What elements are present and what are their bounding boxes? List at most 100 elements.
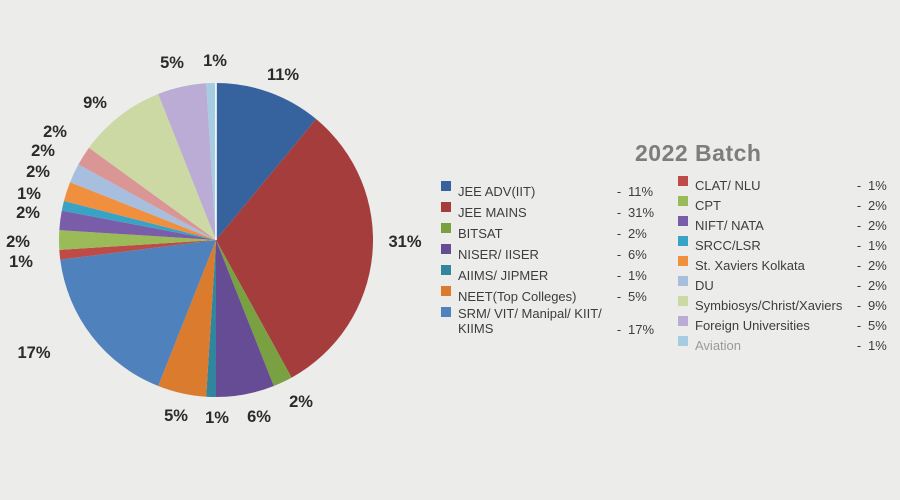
- pie-label-cpt: 2%: [6, 233, 30, 251]
- legend-label: NIFT/ NATA: [695, 217, 764, 233]
- pie-slice-srcc-lsr: [61, 200, 216, 240]
- legend-column-left: JEE ADV(IIT) -11% JEE MAINS -31% BITSAT -2% NI…: [441, 180, 671, 339]
- legend-separator: -: [616, 247, 622, 262]
- pie-slice-niser-iiser: [216, 240, 274, 397]
- pie-slice-st-xaviers-kolkata: [63, 182, 217, 240]
- legend-separator: -: [856, 258, 862, 273]
- legend-swatch-neet-top-colleges: [441, 286, 451, 296]
- pie-label-unlabeled: 2%: [43, 123, 67, 141]
- pie-slice-foreign-universities: [158, 83, 216, 240]
- pie-label-symbiosys-christ-xaviers: 9%: [83, 94, 107, 112]
- legend-value: 1%: [628, 268, 647, 283]
- legend-label: NEET(Top Colleges): [458, 288, 577, 304]
- pie-label-foreign-universities: 5%: [160, 54, 184, 72]
- legend-separator: -: [856, 218, 862, 233]
- pie-label-st-xaviers-kolkata: 2%: [26, 163, 50, 181]
- legend-separator: -: [856, 178, 862, 193]
- legend-separator: -: [856, 318, 862, 333]
- legend-label: AIIMS/ JIPMER: [458, 267, 549, 283]
- legend-value: 6%: [628, 247, 647, 262]
- legend-swatch-foreign-universities: [678, 316, 688, 326]
- legend-value: 2%: [628, 226, 647, 241]
- legend-separator: -: [616, 184, 622, 199]
- legend-item-nift-nata: NIFT/ NATA -2%: [678, 215, 900, 235]
- legend-swatch-aiims-jipmer: [441, 265, 451, 275]
- legend-value: 9%: [868, 298, 887, 313]
- legend-item-du: DU -2%: [678, 275, 900, 295]
- legend-value: 1%: [868, 178, 887, 193]
- legend-swatch-cpt: [678, 196, 688, 206]
- legend-item-srcc-lsr: SRCC/LSR -1%: [678, 235, 900, 255]
- legend-value: 2%: [868, 198, 887, 213]
- legend-label: Symbiosys/Christ/Xaviers: [695, 297, 843, 313]
- pie-label-jee-adv-iit: 11%: [267, 66, 299, 84]
- legend-label: CLAT/ NLU: [695, 177, 761, 193]
- legend-separator: -: [856, 238, 862, 253]
- legend-item-bitsat: BITSAT -2%: [441, 222, 671, 243]
- legend-item-jee-mains: JEE MAINS -31%: [441, 201, 671, 222]
- pie-label-aiims-jipmer: 1%: [205, 409, 229, 427]
- pie-slice-symbiosys-christ-xaviers: [88, 94, 216, 240]
- legend-value: 2%: [868, 258, 887, 273]
- legend-value: 2%: [868, 218, 887, 233]
- pie-slice-clat-nlu: [59, 240, 217, 260]
- legend-label: NISER/ IISER: [458, 246, 539, 262]
- legend-swatch-aviation: [678, 336, 688, 346]
- legend-value: 1%: [868, 338, 887, 353]
- legend-item-jee-adv-iit: JEE ADV(IIT) -11%: [441, 180, 671, 201]
- pie-label-bitsat: 2%: [289, 393, 313, 411]
- legend-item-aiims-jipmer: AIIMS/ JIPMER -1%: [441, 264, 671, 285]
- legend-separator: -: [856, 298, 862, 313]
- legend-value: 5%: [868, 318, 887, 333]
- legend-label: JEE MAINS: [458, 204, 527, 220]
- pie-slice-aiims-jipmer: [206, 240, 216, 397]
- legend-label: SRM/ VIT/ Manipal/ KIIT/ KIIMS: [458, 306, 602, 337]
- pie-label-jee-mains: 31%: [388, 233, 421, 251]
- pie-label-srcc-lsr: 1%: [17, 185, 41, 203]
- legend-separator: -: [856, 198, 862, 213]
- legend-label: CPT: [695, 197, 721, 213]
- legend-item-srm-vit-manipal-kiit-kiims: SRM/ VIT/ Manipal/ KIIT/ KIIMS -17%: [441, 306, 671, 339]
- legend-swatch-jee-mains: [441, 202, 451, 212]
- legend-swatch-clat-nlu: [678, 176, 688, 186]
- pie-label-aviation: 1%: [203, 52, 227, 70]
- pie-slice-du: [70, 164, 216, 240]
- legend-label: JEE ADV(IIT): [458, 183, 536, 199]
- legend-label: BITSAT: [458, 225, 503, 241]
- legend-swatch-jee-adv-iit: [441, 181, 451, 191]
- pie-slice-jee-mains: [216, 119, 374, 378]
- legend-value: 31%: [628, 205, 655, 220]
- legend-item-symbiosys-christ-xaviers: Symbiosys/Christ/Xaviers -9%: [678, 295, 900, 315]
- legend-label: St. Xaviers Kolkata: [695, 257, 805, 273]
- pie-label-neet-top-colleges: 5%: [164, 407, 188, 425]
- chart-title: 2022 Batch: [635, 140, 762, 166]
- legend-swatch-srm-vit-manipal-kiit-kiims: [441, 307, 451, 317]
- pie-label-srm-vit-manipal-kiit-kiims: 17%: [17, 344, 50, 362]
- legend-separator: -: [856, 278, 862, 293]
- legend-separator: -: [616, 289, 622, 304]
- pie-slice-neet-top-colleges: [158, 240, 216, 397]
- legend-separator: -: [616, 268, 622, 283]
- pie-slice-nift-nata: [59, 210, 217, 240]
- legend-swatch-bitsat: [441, 223, 451, 233]
- legend-column-right: CLAT/ NLU -1% CPT -2% NIFT/ NATA -2% SRCC/LSR -…: [678, 175, 900, 355]
- pie-label-niser-iiser: 6%: [247, 408, 271, 426]
- legend-separator: -: [616, 226, 622, 241]
- legend-item-clat-nlu: CLAT/ NLU -1%: [678, 175, 900, 195]
- legend-separator: -: [616, 321, 622, 337]
- pie-label-clat-nlu: 1%: [9, 253, 33, 271]
- legend-value: 1%: [868, 238, 887, 253]
- legend-item-aviation: Aviation -1%: [678, 335, 900, 355]
- legend-swatch-st-xaviers-kolkata: [678, 256, 688, 266]
- pie-slice-cpt: [59, 230, 216, 250]
- legend-value: 5%: [628, 289, 647, 304]
- legend-swatch-nift-nata: [678, 216, 688, 226]
- legend-label: Foreign Universities: [695, 317, 810, 333]
- legend-swatch-niser-iiser: [441, 244, 451, 254]
- pie-slice-jee-adv-iit: [216, 83, 317, 240]
- legend-swatch-srcc-lsr: [678, 236, 688, 246]
- legend-item-foreign-universities: Foreign Universities -5%: [678, 315, 900, 335]
- legend-label: DU: [695, 277, 714, 293]
